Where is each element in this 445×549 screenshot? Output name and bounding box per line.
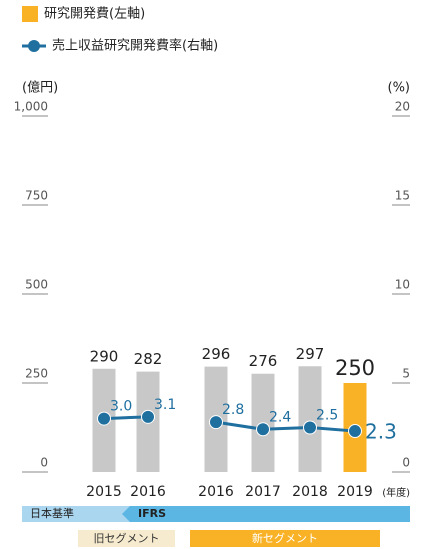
rate-dot	[348, 424, 362, 439]
bar-value-label: 290	[90, 347, 119, 365]
standard-band	[22, 506, 132, 522]
rate-value-label: 3.1	[154, 397, 176, 413]
y-tick-label: 0	[40, 456, 48, 470]
standard-band	[122, 506, 410, 522]
y-tick-label: 500	[25, 278, 48, 292]
y-axis-title: (億円)	[22, 80, 58, 96]
rate-dot	[97, 411, 111, 426]
legend-swatch-bar	[22, 6, 38, 22]
rate-value-label: 2.3	[365, 420, 397, 444]
bar	[298, 366, 322, 472]
rate-value-label: 2.8	[222, 402, 244, 418]
standard-label: IFRS	[138, 507, 166, 520]
rate-dot	[256, 422, 270, 437]
segment-box	[78, 530, 175, 547]
x-tick-label: 2017	[245, 484, 281, 500]
x-tick-label: 2016	[130, 484, 166, 500]
bar-value-label: 276	[249, 352, 278, 370]
y2-tick-label: 5	[402, 367, 410, 381]
y2-axis-title: (%)	[388, 81, 411, 96]
legend-label: 売上収益研究開発費率(右軸)	[52, 38, 218, 54]
x-tick-label: 2018	[292, 484, 328, 500]
legend-label: 研究開発費(左軸)	[44, 7, 145, 22]
segment-label: 新セグメント	[252, 531, 318, 545]
y2-tick-label: 10	[395, 278, 410, 292]
rate-dot	[303, 420, 317, 435]
legend-swatch-dot	[28, 40, 40, 52]
y-tick-label: 750	[25, 189, 48, 203]
segment-label: 旧セグメント	[94, 531, 160, 545]
bar-value-label: 250	[335, 356, 375, 380]
x-tick-label: 2015	[86, 484, 122, 500]
rate-line	[215, 420, 356, 433]
bar-value-label: 297	[296, 345, 325, 363]
x-tick-label: 2016	[198, 484, 234, 500]
x-tick-label: 2019	[337, 484, 373, 500]
bar-value-label: 296	[202, 345, 231, 363]
standard-label: 日本基準	[30, 506, 74, 520]
rate-value-label: 3.0	[110, 399, 132, 415]
y-tick-label: 1,000	[14, 100, 48, 114]
bar-value-label: 282	[134, 350, 163, 368]
rate-value-label: 2.5	[316, 408, 338, 424]
x-unit-label: (年度)	[382, 486, 410, 499]
y2-tick-label: 15	[395, 189, 410, 203]
rate-value-label: 2.4	[269, 409, 291, 425]
segment-box	[190, 530, 380, 547]
y2-tick-label: 0	[402, 456, 410, 470]
rate-dot	[209, 415, 223, 430]
rate-dot	[141, 409, 155, 424]
y-tick-label: 250	[25, 367, 48, 381]
rate-line	[103, 415, 149, 421]
y2-tick-label: 20	[395, 100, 410, 114]
